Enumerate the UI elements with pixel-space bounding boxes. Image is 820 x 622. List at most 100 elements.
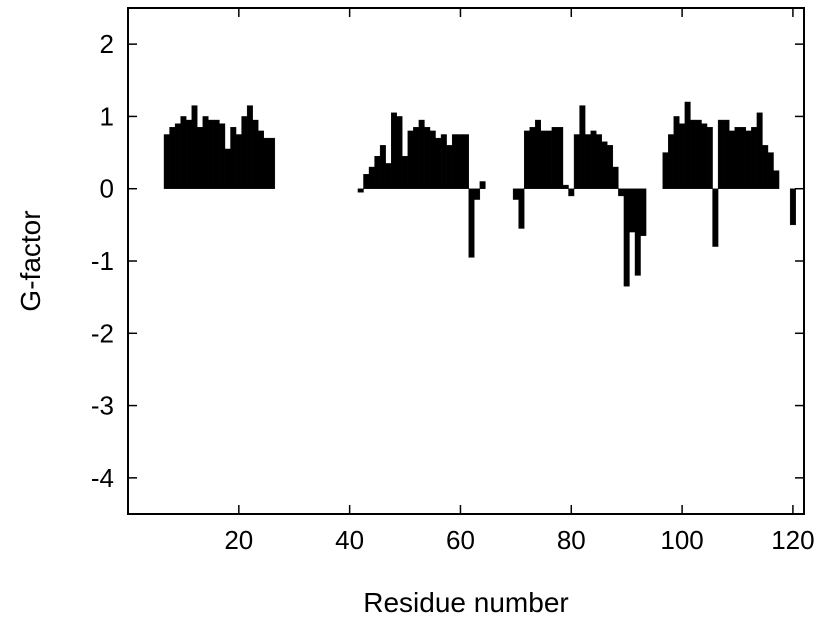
bar-residue-18 xyxy=(224,148,231,189)
bar-residue-42 xyxy=(357,188,364,193)
bar-residue-88 xyxy=(612,166,619,189)
bar-residue-81 xyxy=(573,134,580,189)
bar-residue-103 xyxy=(695,119,702,189)
bar-residue-58 xyxy=(446,145,453,189)
bar-residue-79 xyxy=(562,184,569,189)
bar-residue-83 xyxy=(584,134,591,189)
bar-residue-93 xyxy=(640,188,647,236)
bars-group xyxy=(163,101,796,287)
x-axis-label: Residue number xyxy=(363,587,568,618)
bar-residue-15 xyxy=(208,119,215,189)
x-tick-label-40: 40 xyxy=(335,525,364,555)
bar-residue-77 xyxy=(551,127,558,189)
bar-residue-23 xyxy=(252,119,259,189)
bar-residue-56 xyxy=(435,137,442,189)
y-tick-label--3: -3 xyxy=(91,391,114,421)
bar-residue-111 xyxy=(740,127,747,189)
bar-residue-12 xyxy=(191,105,198,189)
x-tick-label-20: 20 xyxy=(224,525,253,555)
bar-residue-16 xyxy=(213,119,220,189)
bar-residue-49 xyxy=(396,116,403,189)
bar-residue-107 xyxy=(717,119,724,189)
bar-residue-76 xyxy=(546,130,553,189)
bar-residue-108 xyxy=(723,119,730,189)
bar-residue-14 xyxy=(202,116,209,189)
bar-residue-48 xyxy=(391,112,397,189)
bar-residue-45 xyxy=(374,155,381,189)
bar-residue-99 xyxy=(673,116,680,189)
bar-residue-22 xyxy=(246,105,253,189)
bar-residue-91 xyxy=(629,188,636,233)
bar-residue-86 xyxy=(601,141,608,189)
bar-residue-19 xyxy=(230,127,237,189)
bar-residue-73 xyxy=(529,127,536,189)
bar-residue-82 xyxy=(579,105,586,189)
bar-residue-100 xyxy=(679,123,686,189)
bar-residue-84 xyxy=(590,130,597,189)
bar-residue-87 xyxy=(607,145,614,189)
bar-residue-47 xyxy=(385,163,392,189)
bar-residue-78 xyxy=(557,127,564,189)
bar-residue-52 xyxy=(413,127,420,189)
bar-residue-75 xyxy=(540,130,547,189)
bar-residue-89 xyxy=(618,188,625,197)
y-tick-label--4: -4 xyxy=(91,463,114,493)
bar-residue-8 xyxy=(169,127,176,189)
bar-residue-17 xyxy=(219,123,226,189)
y-tick-label-2: 2 xyxy=(100,29,114,59)
x-tick-label-100: 100 xyxy=(660,525,703,555)
bar-residue-10 xyxy=(180,116,187,189)
bar-residue-25 xyxy=(263,137,270,189)
bar-residue-92 xyxy=(634,188,641,276)
bar-residue-55 xyxy=(429,130,436,189)
y-tick-label-1: 1 xyxy=(100,101,114,131)
y-tick-label--2: -2 xyxy=(91,318,114,348)
bar-residue-62 xyxy=(468,188,475,258)
bar-residue-46 xyxy=(379,145,386,189)
bar-residue-80 xyxy=(568,188,575,197)
bar-residue-57 xyxy=(440,134,447,189)
bar-residue-9 xyxy=(174,123,181,189)
bar-residue-50 xyxy=(402,155,409,189)
bar-residue-51 xyxy=(407,130,414,189)
bar-residue-110 xyxy=(734,127,741,189)
bar-residue-53 xyxy=(418,119,425,189)
bar-residue-114 xyxy=(756,112,763,189)
bar-residue-44 xyxy=(368,166,375,189)
bar-residue-63 xyxy=(474,188,481,200)
bar-residue-21 xyxy=(241,116,248,189)
bar-residue-116 xyxy=(767,152,774,189)
bar-residue-7 xyxy=(163,134,170,189)
x-tick-label-80: 80 xyxy=(557,525,586,555)
bar-residue-105 xyxy=(706,127,713,189)
bar-residue-117 xyxy=(773,170,780,189)
bar-residue-97 xyxy=(662,152,669,189)
plot-frame xyxy=(127,7,805,515)
bar-residue-98 xyxy=(668,134,674,189)
bar-residue-13 xyxy=(197,127,203,189)
y-tick-label-0: 0 xyxy=(100,174,114,204)
bar-residue-60 xyxy=(457,134,464,189)
bar-residue-26 xyxy=(269,137,276,189)
x-tick-label-60: 60 xyxy=(446,525,475,555)
bar-residue-90 xyxy=(623,188,630,287)
bar-residue-72 xyxy=(523,130,530,189)
bar-residue-113 xyxy=(751,127,758,189)
bar-residue-85 xyxy=(596,134,602,189)
bar-residue-115 xyxy=(762,145,769,189)
bar-residue-61 xyxy=(463,134,469,189)
bar-residue-102 xyxy=(690,119,697,189)
ticks-group: 20 40 60 80 100 120 -4 -3 -2 -1 0 1 2 xyxy=(91,8,815,555)
y-axis-label: G-factor xyxy=(15,210,46,311)
bar-residue-101 xyxy=(684,101,691,189)
bar-residue-54 xyxy=(424,127,431,189)
bar-residue-104 xyxy=(701,123,708,189)
bar-residue-11 xyxy=(185,119,192,189)
bar-residue-74 xyxy=(535,119,542,189)
bar-residue-120 xyxy=(789,188,796,226)
bar-residue-106 xyxy=(712,188,719,247)
bar-residue-71 xyxy=(518,188,525,229)
bar-residue-109 xyxy=(729,130,735,189)
bar-residue-43 xyxy=(363,174,370,189)
